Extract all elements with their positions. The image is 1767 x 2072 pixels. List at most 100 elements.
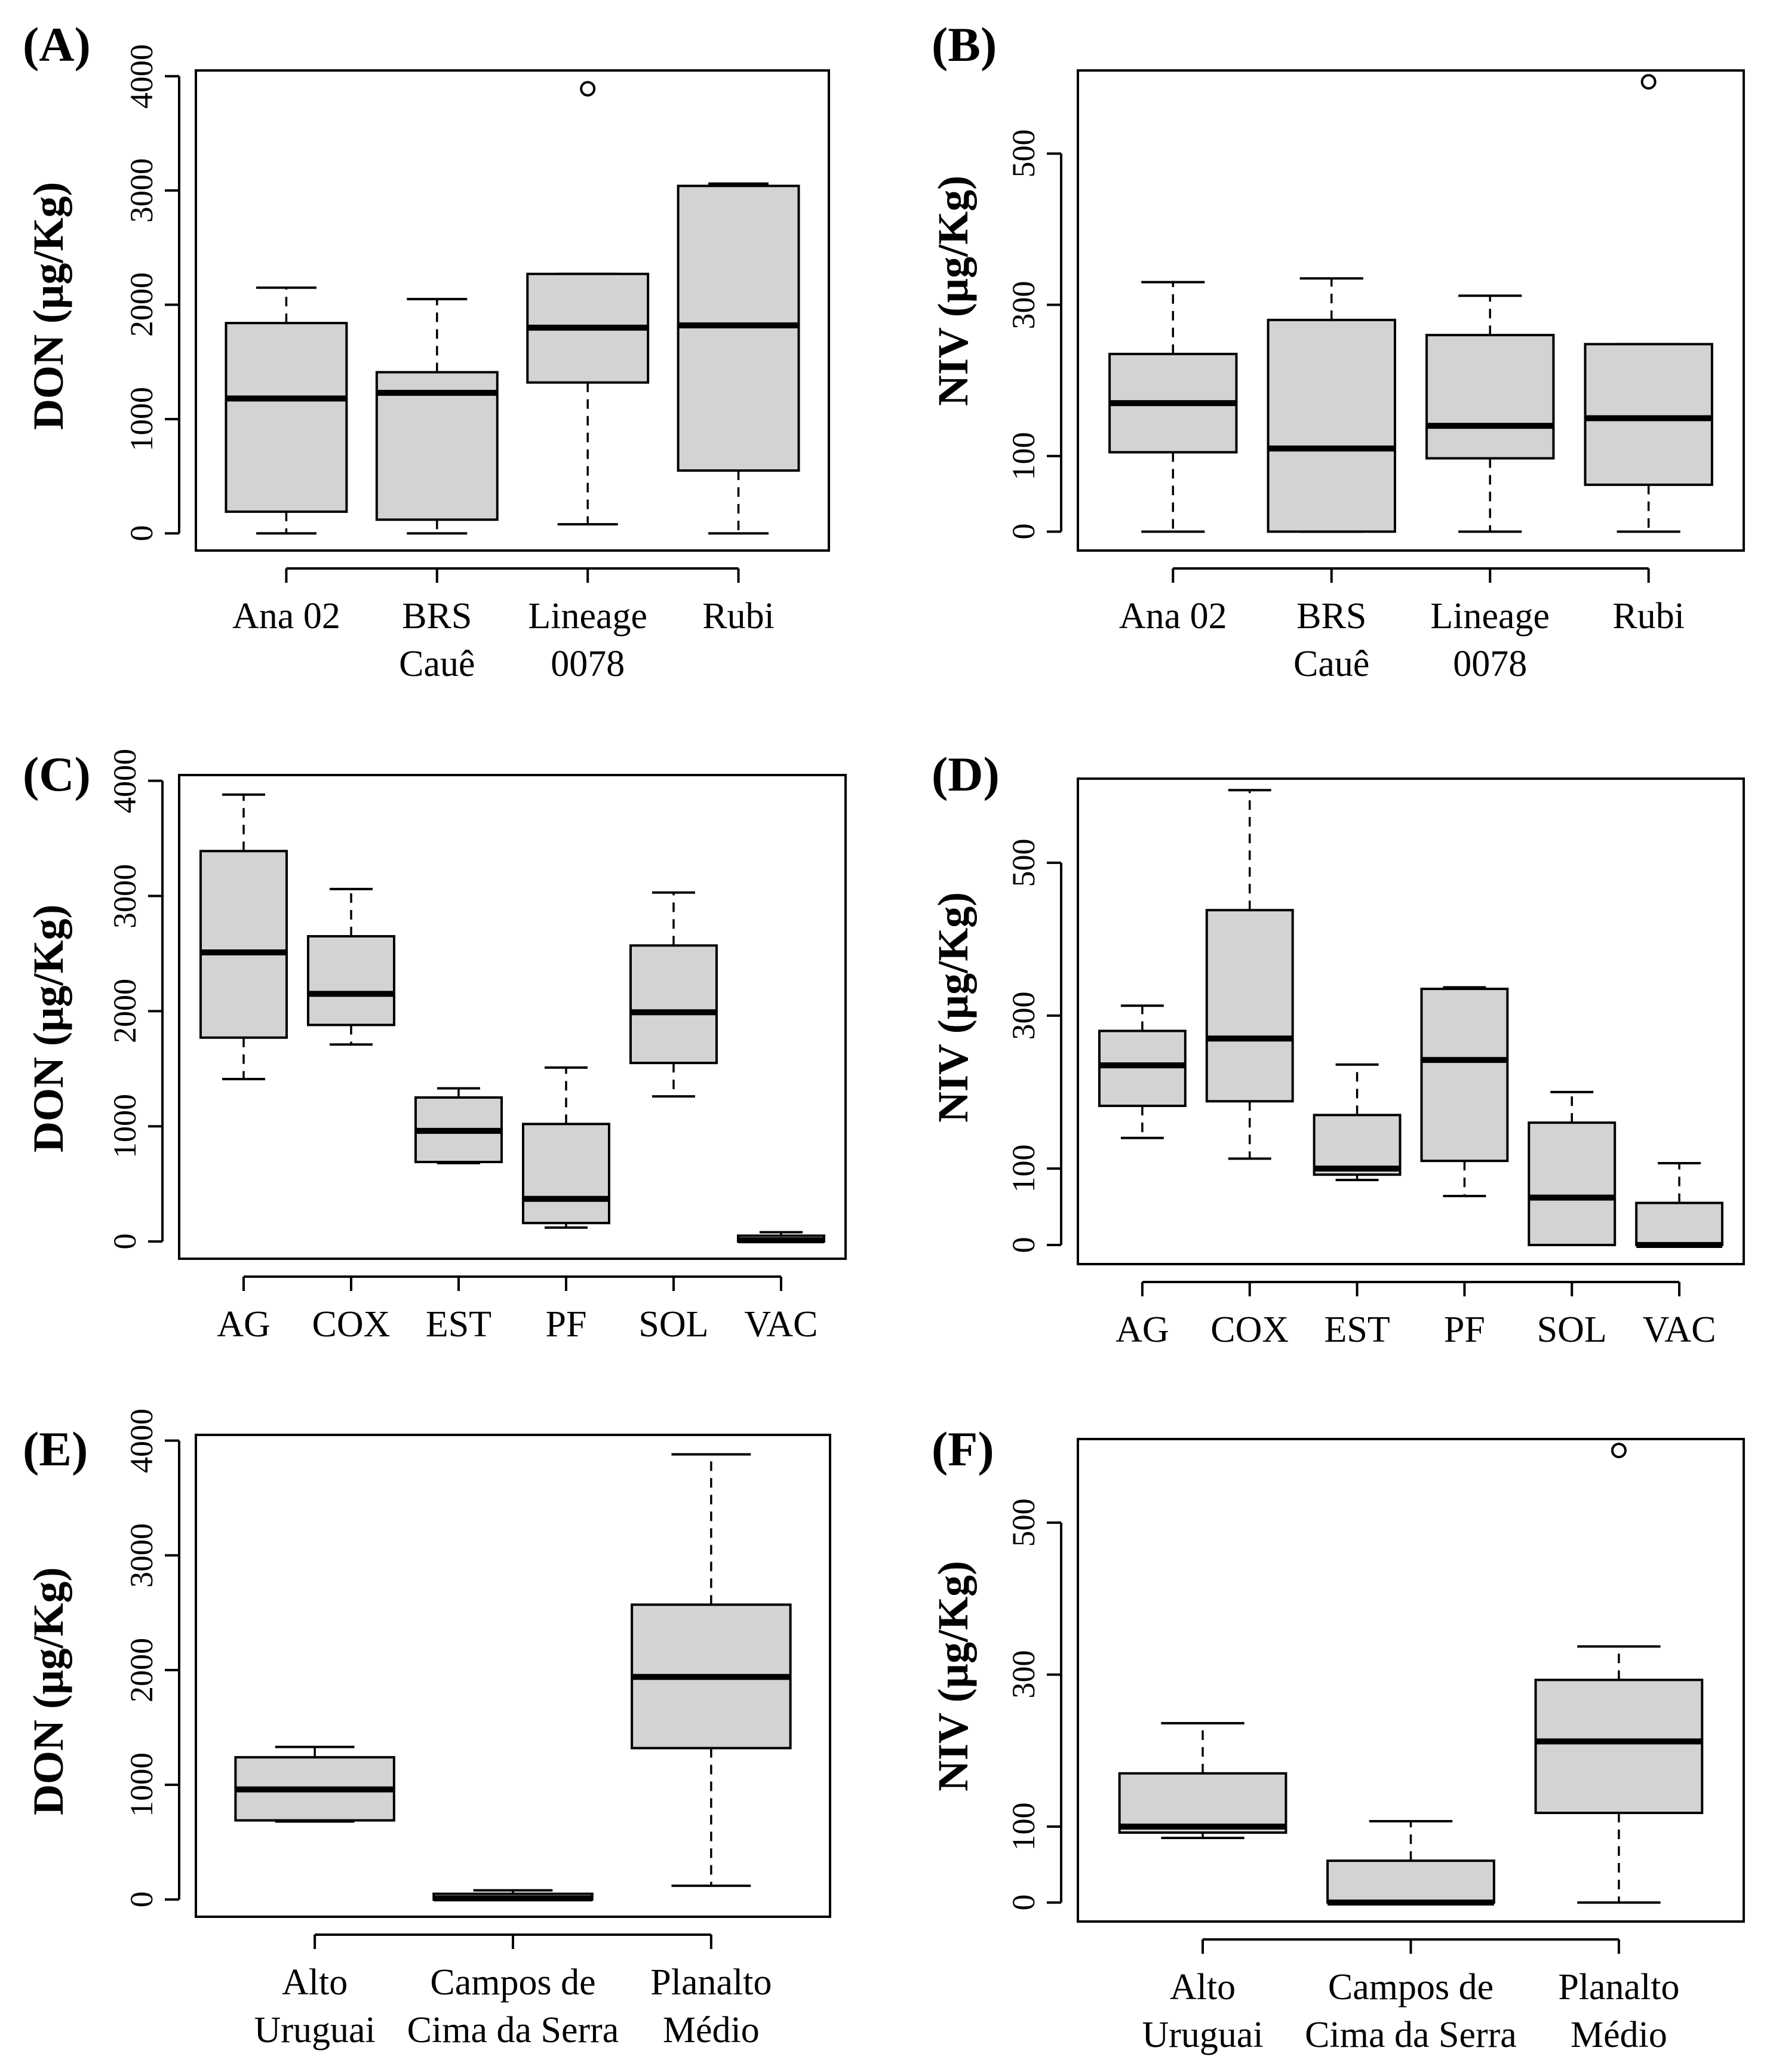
x-tick-label-line: SOL — [1536, 1309, 1607, 1350]
box-group — [631, 1453, 792, 1887]
panel-letter: (D) — [932, 747, 1000, 801]
x-tick-label-line: Rubi — [702, 596, 775, 637]
x-tick-label-line: VAC — [1642, 1309, 1716, 1350]
box-group — [1326, 1820, 1495, 1906]
x-tick-label: COX — [1210, 1306, 1289, 1354]
box-iqr — [629, 944, 718, 1065]
box-group — [432, 1889, 594, 1902]
x-tick-label-line: COX — [1210, 1309, 1289, 1350]
x-tick-label-line: COX — [312, 1304, 391, 1345]
box-iqr — [1326, 1859, 1495, 1904]
box-group — [1635, 1161, 1724, 1248]
x-tick-label: Alto Uruguai — [1142, 1963, 1263, 2059]
x-tick-label-line: Cima da Serra — [407, 2010, 619, 2051]
x-tick-label-line: Campos de — [430, 1962, 596, 2003]
x-tick-label: BRS Cauê — [399, 592, 475, 688]
x-tick-label-line: Planalto — [650, 1962, 772, 2003]
x-tick-label: Rubi — [702, 592, 775, 640]
x-tick-label-line: Médio — [1570, 2015, 1667, 2055]
x-tick-label: Planalto Médio — [650, 1959, 772, 2054]
x-tick-label: PF — [1444, 1306, 1485, 1354]
box-iqr — [1267, 318, 1396, 533]
box-group — [737, 1231, 825, 1244]
box-iqr — [1534, 1678, 1704, 1815]
x-tick-label-line: VAC — [744, 1304, 818, 1345]
x-tick-label: Lineage 0078 — [1430, 592, 1550, 688]
box-group — [1534, 1443, 1704, 1904]
box-iqr — [1425, 334, 1555, 460]
x-tick-label-line: 0078 — [551, 644, 625, 684]
x-tick-label-line: Planalto — [1558, 1967, 1680, 2008]
x-tick-label: EST — [426, 1301, 491, 1348]
x-tick-label-line: AG — [1115, 1309, 1169, 1350]
box-group — [1313, 1063, 1402, 1182]
box-iqr — [1528, 1121, 1617, 1246]
box-group — [1420, 986, 1509, 1198]
outlier-point — [1611, 1443, 1627, 1459]
box-group — [375, 297, 499, 535]
x-tick-label: PF — [546, 1301, 587, 1348]
x-tick-label: EST — [1324, 1306, 1390, 1354]
x-tick-label: AG — [217, 1301, 271, 1348]
x-tick-label: Lineage 0078 — [528, 592, 647, 688]
panel-letter: (E) — [23, 1422, 88, 1476]
x-tick-label-line: Uruguai — [254, 2010, 376, 2051]
x-tick-label-line: Médio — [662, 2010, 760, 2051]
box-iqr — [1420, 988, 1509, 1163]
plot-frame — [1077, 69, 1745, 552]
x-tick-label: Rubi — [1612, 592, 1685, 640]
box-iqr — [1584, 343, 1713, 486]
x-tick-label-line: AG — [217, 1304, 271, 1345]
x-tick-label-line: Cauê — [1293, 644, 1370, 684]
box-iqr — [1205, 909, 1294, 1103]
x-tick-label-line: Alto — [1169, 1967, 1236, 2008]
x-tick-label-line: Campos de — [1327, 1967, 1494, 2008]
plot-frame — [195, 69, 830, 552]
x-tick-label-line: Ana 02 — [232, 596, 340, 637]
x-tick-label: COX — [312, 1301, 391, 1348]
box-group — [414, 1087, 503, 1164]
panel-letter: (F) — [932, 1422, 994, 1476]
x-tick-label: SOL — [1537, 1306, 1607, 1354]
outlier-point — [580, 81, 596, 97]
x-tick-label: Ana 02 — [232, 592, 340, 640]
x-tick-label: Campos de Cima da Serra — [1305, 1963, 1517, 2059]
box-iqr — [1635, 1201, 1724, 1246]
box-group — [1584, 73, 1713, 533]
plot-frame — [1077, 1438, 1745, 1923]
box-iqr — [1313, 1114, 1402, 1176]
x-tick-label: Campos de Cima da Serra — [407, 1959, 619, 2054]
box-group — [677, 182, 800, 535]
x-tick-label-line: 0078 — [1453, 644, 1528, 684]
box-group — [1267, 277, 1396, 533]
y-tick-label: 100 — [1006, 1802, 1041, 1851]
y-tick-label: 300 — [1006, 1650, 1041, 1699]
x-tick-label: Planalto Médio — [1558, 1963, 1679, 2059]
box-group — [307, 887, 395, 1046]
box-group — [1098, 1004, 1187, 1139]
box-group — [629, 891, 718, 1098]
box-group — [1205, 789, 1294, 1160]
x-tick-label-line: Cauê — [399, 644, 475, 684]
plot-frame — [178, 774, 847, 1260]
x-tick-label-line: SOL — [638, 1304, 709, 1345]
x-tick-label-line: Ana 02 — [1118, 596, 1227, 637]
x-tick-label-line: BRS — [402, 596, 472, 637]
box-group — [234, 1745, 395, 1823]
x-tick-label: VAC — [1643, 1306, 1716, 1354]
plot-frame — [1077, 777, 1745, 1265]
outlier-point — [1640, 73, 1657, 90]
box-iqr — [1118, 1772, 1287, 1834]
x-tick-label: AG — [1115, 1306, 1169, 1354]
x-tick-label-line: Alto — [282, 1962, 348, 2003]
box-group — [1425, 294, 1555, 533]
box-iqr — [307, 935, 395, 1026]
